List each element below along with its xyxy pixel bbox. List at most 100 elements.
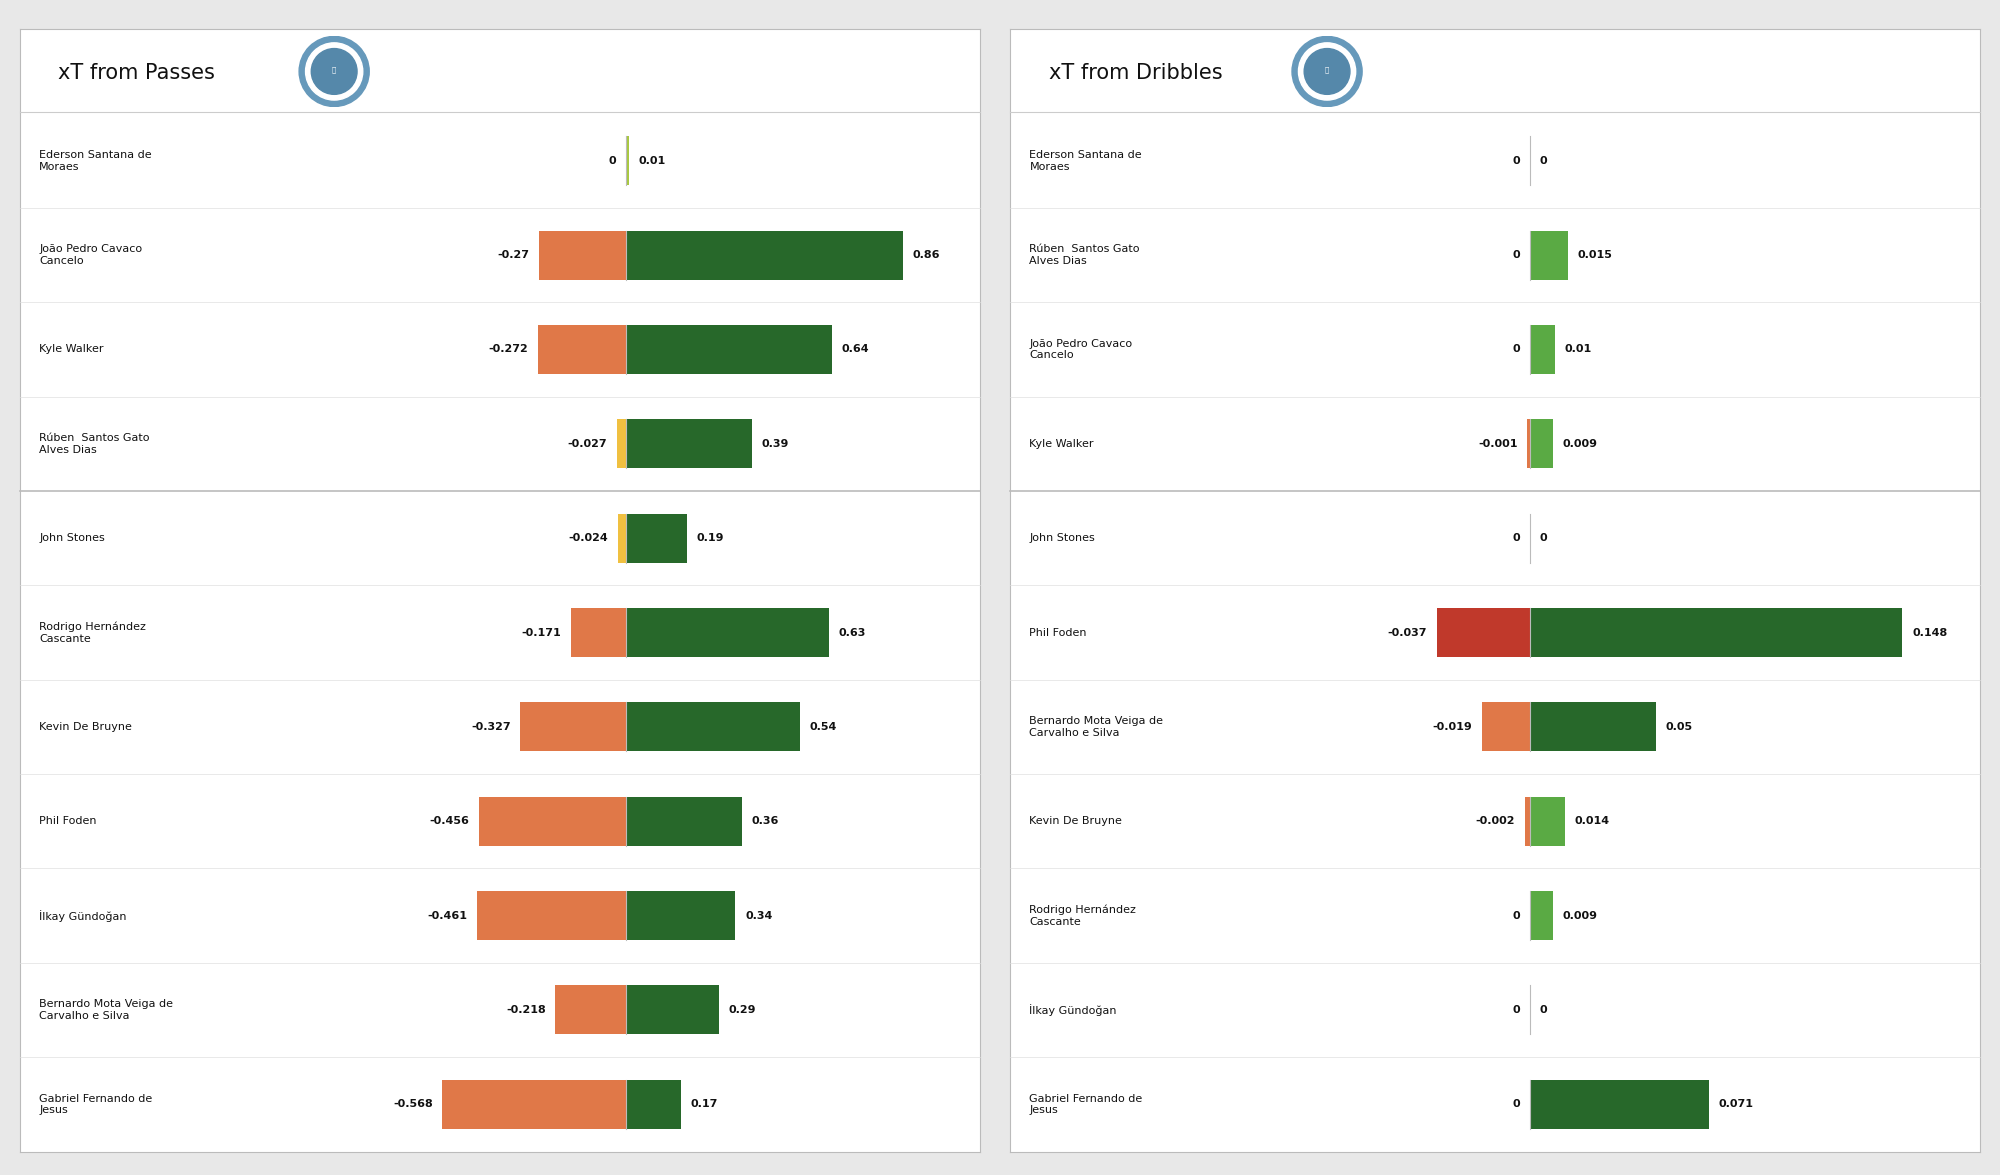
Text: João Pedro Cavaco
Cancelo: João Pedro Cavaco Cancelo: [1030, 338, 1132, 361]
Text: xT from Passes: xT from Passes: [58, 63, 216, 83]
Text: -0.456: -0.456: [430, 817, 468, 826]
Text: John Stones: John Stones: [1030, 533, 1096, 543]
Circle shape: [1292, 36, 1362, 107]
Bar: [1528, 419, 1530, 469]
Bar: [520, 703, 626, 751]
Bar: [556, 986, 626, 1034]
Text: Phil Foden: Phil Foden: [40, 817, 96, 826]
Text: İlkay Gündoğan: İlkay Gündoğan: [1030, 1003, 1116, 1016]
Bar: [1530, 230, 1568, 280]
Bar: [1530, 891, 1552, 940]
Circle shape: [300, 36, 370, 107]
Circle shape: [1298, 42, 1356, 100]
Bar: [476, 891, 626, 940]
Bar: [538, 230, 626, 280]
Text: 0.05: 0.05: [1666, 721, 1692, 732]
Text: Gabriel Fernando de
Jesus: Gabriel Fernando de Jesus: [1030, 1094, 1142, 1115]
Text: 0.17: 0.17: [690, 1100, 718, 1109]
Text: Kevin De Bruyne: Kevin De Bruyne: [1030, 817, 1122, 826]
Text: João Pedro Cavaco
Cancelo: João Pedro Cavaco Cancelo: [40, 244, 142, 266]
Bar: [626, 230, 904, 280]
Bar: [1530, 797, 1566, 846]
Text: -0.171: -0.171: [522, 627, 560, 638]
Text: 0: 0: [1540, 1005, 1548, 1015]
Text: xT from Dribbles: xT from Dribbles: [1048, 63, 1222, 83]
Text: Rodrigo Hernández
Cascante: Rodrigo Hernández Cascante: [40, 622, 146, 644]
Text: -0.037: -0.037: [1388, 627, 1428, 638]
Text: -0.327: -0.327: [470, 721, 510, 732]
Text: Phil Foden: Phil Foden: [1030, 627, 1086, 638]
Bar: [626, 891, 736, 940]
Text: 0.34: 0.34: [746, 911, 772, 920]
Bar: [626, 325, 832, 374]
Bar: [1530, 1080, 1708, 1129]
Text: -0.019: -0.019: [1432, 721, 1472, 732]
Bar: [626, 607, 828, 657]
Text: 0.54: 0.54: [810, 721, 836, 732]
Bar: [538, 325, 626, 374]
Text: 0.29: 0.29: [728, 1005, 756, 1015]
Text: ⚽: ⚽: [1324, 67, 1330, 73]
Text: 0.39: 0.39: [762, 438, 788, 449]
Text: -0.272: -0.272: [488, 344, 528, 355]
Text: Ederson Santana de
Moraes: Ederson Santana de Moraes: [40, 150, 152, 172]
Text: 0.009: 0.009: [1562, 438, 1598, 449]
Text: 0: 0: [608, 156, 616, 166]
Text: 0: 0: [1512, 533, 1520, 543]
Text: Ederson Santana de
Moraes: Ederson Santana de Moraes: [1030, 150, 1142, 172]
Text: 0.014: 0.014: [1574, 817, 1610, 826]
Bar: [442, 1080, 626, 1129]
Text: Rodrigo Hernández
Cascante: Rodrigo Hernández Cascante: [1030, 905, 1136, 927]
Bar: [478, 797, 626, 846]
Text: 0: 0: [1512, 344, 1520, 355]
Text: John Stones: John Stones: [40, 533, 104, 543]
Text: Bernardo Mota Veiga de
Carvalho e Silva: Bernardo Mota Veiga de Carvalho e Silva: [1030, 716, 1164, 738]
Text: Kyle Walker: Kyle Walker: [1030, 438, 1094, 449]
Text: İlkay Gündoğan: İlkay Gündoğan: [40, 909, 126, 921]
Text: 0.64: 0.64: [842, 344, 870, 355]
Text: -0.027: -0.027: [568, 438, 608, 449]
Text: Kyle Walker: Kyle Walker: [40, 344, 104, 355]
Text: Rúben  Santos Gato
Alves Dias: Rúben Santos Gato Alves Dias: [1030, 244, 1140, 266]
Bar: [626, 513, 686, 563]
Text: -0.002: -0.002: [1476, 817, 1516, 826]
Text: 0: 0: [1512, 1005, 1520, 1015]
Text: 0: 0: [1512, 250, 1520, 260]
Bar: [626, 1080, 680, 1129]
Text: 0.01: 0.01: [1564, 344, 1592, 355]
Text: -0.024: -0.024: [568, 533, 608, 543]
Bar: [1530, 419, 1552, 469]
Bar: [616, 419, 626, 469]
Bar: [626, 136, 628, 186]
Text: Bernardo Mota Veiga de
Carvalho e Silva: Bernardo Mota Veiga de Carvalho e Silva: [40, 999, 174, 1021]
Text: -0.27: -0.27: [496, 250, 528, 260]
Bar: [626, 797, 742, 846]
Text: 0: 0: [1540, 156, 1548, 166]
Circle shape: [312, 48, 358, 94]
Text: 0: 0: [1512, 911, 1520, 920]
Text: -0.218: -0.218: [506, 1005, 546, 1015]
Text: -0.461: -0.461: [428, 911, 468, 920]
Text: Gabriel Fernando de
Jesus: Gabriel Fernando de Jesus: [40, 1094, 152, 1115]
Bar: [1530, 325, 1556, 374]
Text: ⚽: ⚽: [332, 67, 336, 73]
Text: 0.19: 0.19: [696, 533, 724, 543]
Bar: [1530, 703, 1656, 751]
Text: Kevin De Bruyne: Kevin De Bruyne: [40, 721, 132, 732]
Text: 0.63: 0.63: [838, 627, 866, 638]
Text: -0.568: -0.568: [394, 1100, 432, 1109]
Bar: [570, 607, 626, 657]
Text: Rúben  Santos Gato
Alves Dias: Rúben Santos Gato Alves Dias: [40, 434, 150, 455]
Text: 0.015: 0.015: [1578, 250, 1612, 260]
Bar: [626, 419, 752, 469]
Text: 0.86: 0.86: [912, 250, 940, 260]
Text: 0: 0: [1512, 156, 1520, 166]
Text: 0.01: 0.01: [638, 156, 666, 166]
Text: 0: 0: [1540, 533, 1548, 543]
Bar: [1530, 607, 1902, 657]
Bar: [618, 513, 626, 563]
Text: 0: 0: [1512, 1100, 1520, 1109]
Bar: [1436, 607, 1530, 657]
Text: -0.001: -0.001: [1478, 438, 1518, 449]
Text: 0.36: 0.36: [752, 817, 778, 826]
